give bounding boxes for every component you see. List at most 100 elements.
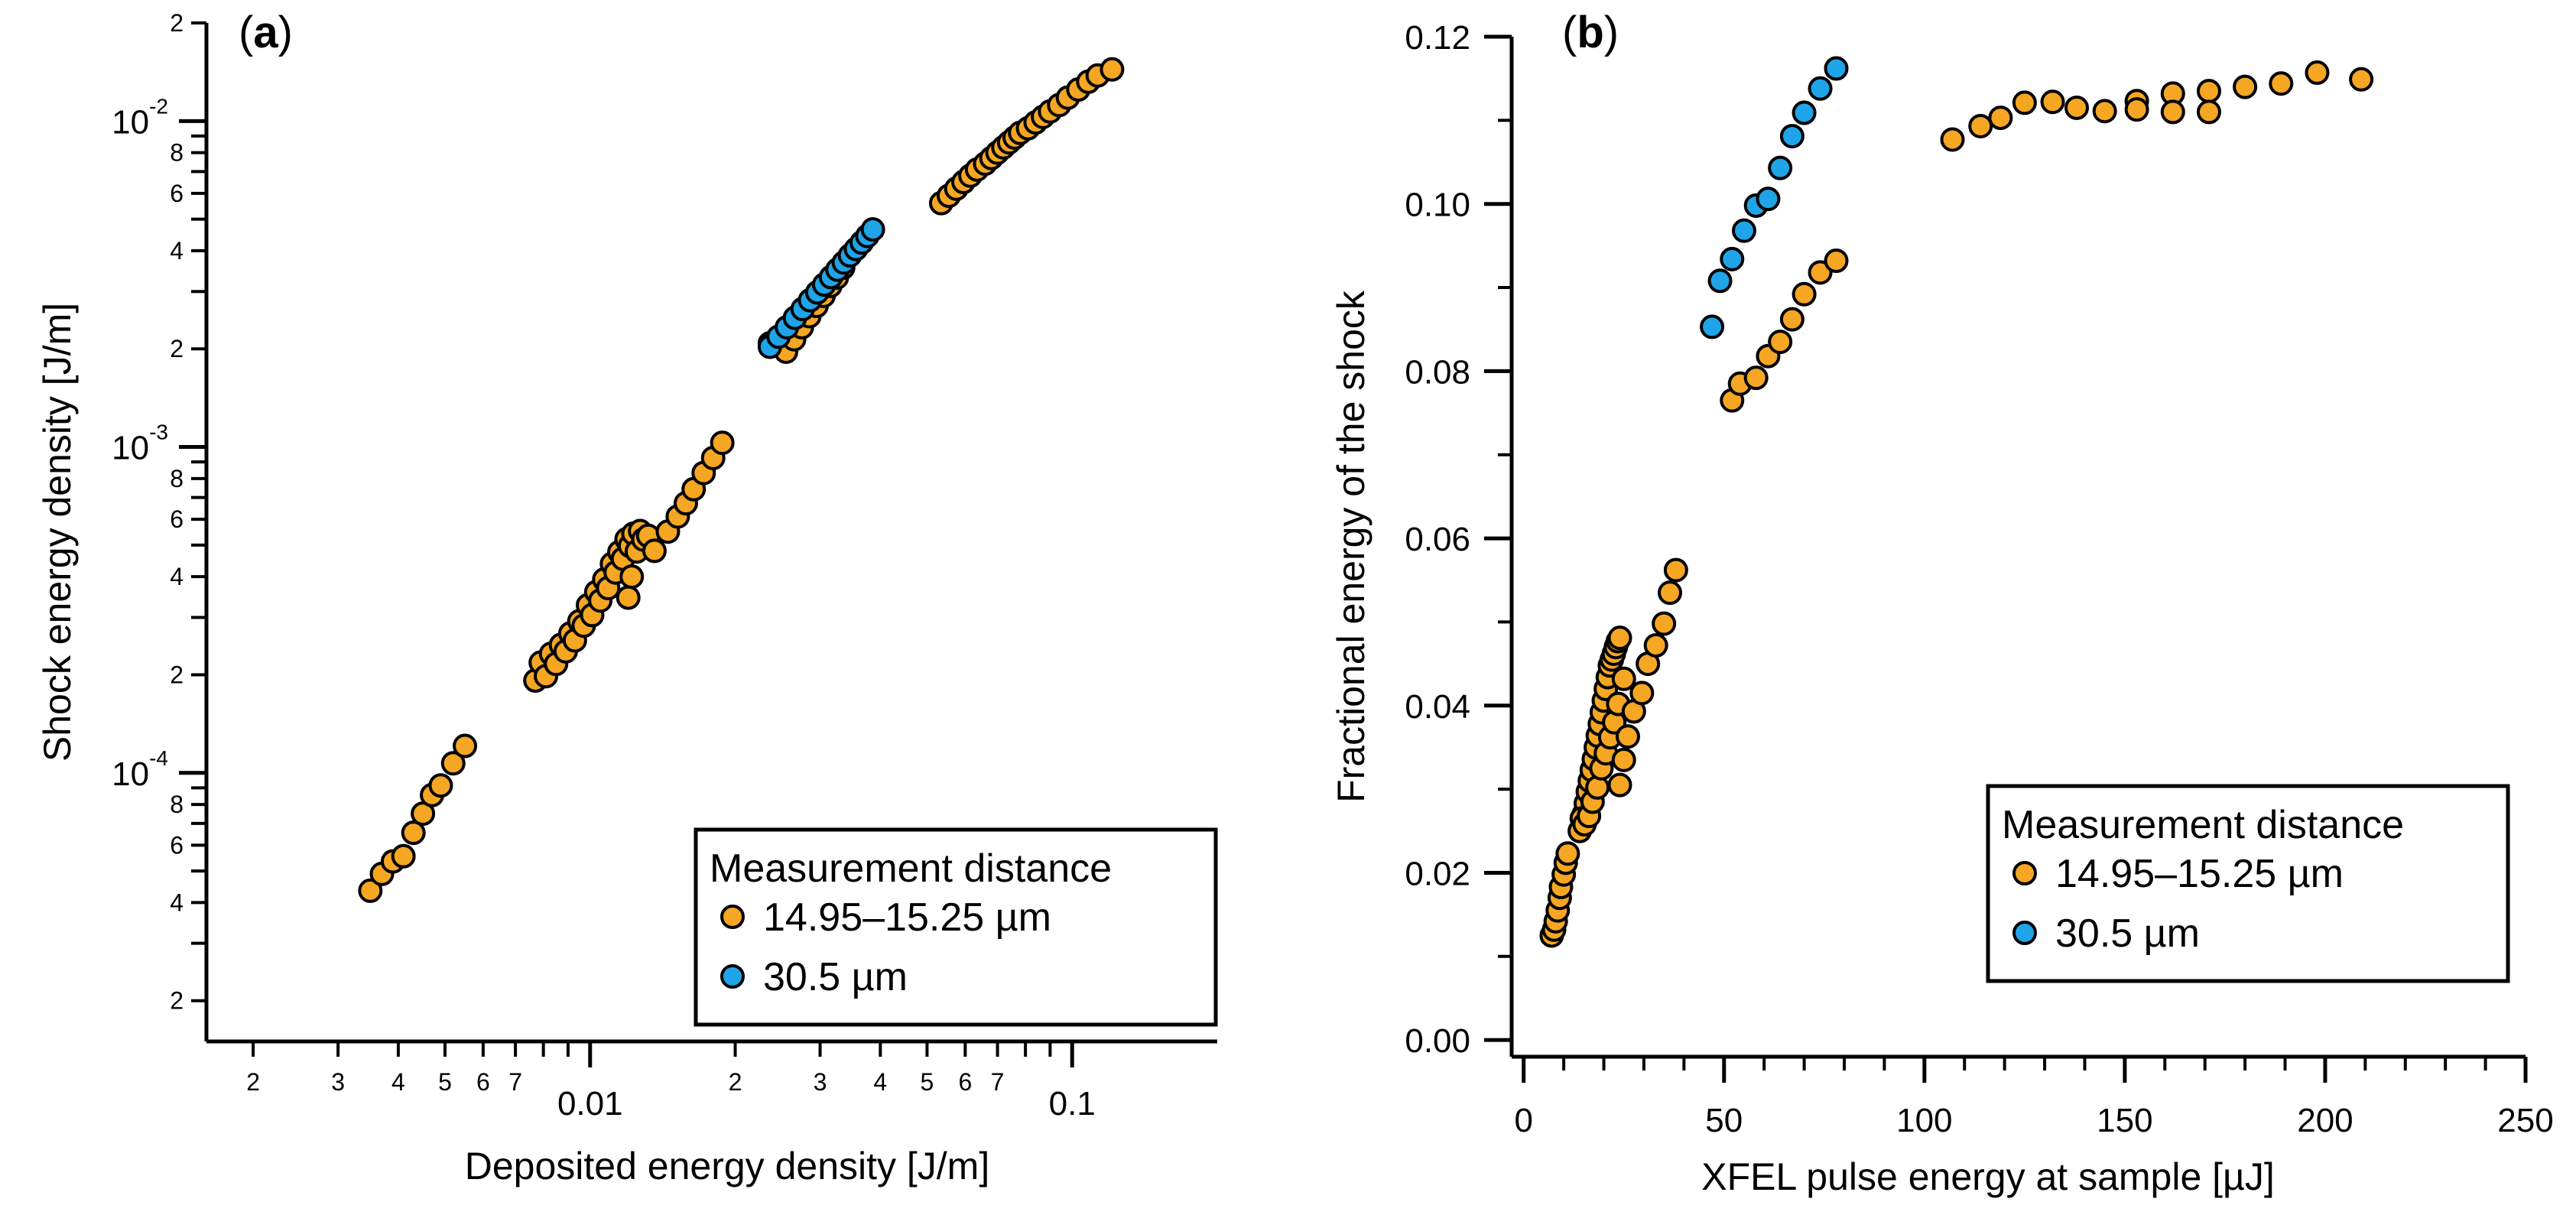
y-axis-title: Shock energy density [J/m] bbox=[36, 303, 79, 762]
data-point bbox=[1756, 187, 1781, 212]
data-point bbox=[1768, 155, 1793, 180]
data-point bbox=[2305, 60, 2330, 86]
data-point bbox=[1658, 580, 1683, 606]
data-point bbox=[391, 843, 416, 869]
data-point bbox=[1643, 633, 1668, 658]
x-minor-tick-label: 3 bbox=[331, 1068, 345, 1096]
data-point bbox=[401, 820, 426, 846]
y-tick-label: 0.02 bbox=[1405, 855, 1470, 892]
data-point bbox=[440, 751, 466, 776]
x-axis-title: XFEL pulse energy at sample [µJ] bbox=[1701, 1155, 2275, 1198]
y-minor-tick-label: 4 bbox=[170, 237, 184, 265]
data-point bbox=[2233, 74, 2258, 99]
y-minor-tick-label: 8 bbox=[170, 465, 184, 492]
panel-label: (b) bbox=[1562, 8, 1619, 57]
y-minor-tick-label: 4 bbox=[170, 889, 184, 916]
data-point bbox=[1629, 681, 1655, 706]
legend-marker bbox=[2012, 861, 2037, 885]
x-minor-tick-label: 7 bbox=[508, 1068, 522, 1096]
data-point bbox=[2196, 99, 2221, 125]
data-point bbox=[1808, 260, 1833, 285]
data-point bbox=[1988, 106, 2013, 131]
x-tick-label: 200 bbox=[2297, 1102, 2353, 1139]
y-tick-label: 0.08 bbox=[1405, 353, 1470, 391]
data-point bbox=[1607, 772, 1632, 798]
data-point bbox=[1731, 218, 1756, 243]
x-tick-label: 0.1 bbox=[1049, 1085, 1096, 1122]
x-tick-label: 100 bbox=[1896, 1102, 1952, 1139]
data-point bbox=[860, 217, 885, 242]
x-minor-tick-label: 6 bbox=[476, 1068, 490, 1096]
legend-entry: 30.5 µm bbox=[763, 955, 908, 999]
data-point bbox=[1611, 666, 1636, 691]
x-minor-tick-label: 3 bbox=[814, 1068, 827, 1096]
data-point bbox=[1652, 611, 1677, 636]
data-point bbox=[2064, 95, 2089, 120]
y-minor-tick-label: 6 bbox=[170, 505, 184, 533]
y-tick-label: 10-4 bbox=[112, 746, 168, 793]
panel-label: (a) bbox=[239, 8, 293, 57]
y-tick-label: 0.06 bbox=[1405, 521, 1470, 558]
data-point bbox=[1607, 625, 1632, 651]
data-point bbox=[1615, 724, 1640, 749]
data-point bbox=[1700, 314, 1725, 339]
y-minor-tick-label: 2 bbox=[170, 661, 184, 688]
x-tick-label: 0.01 bbox=[557, 1085, 623, 1122]
x-tick-label: 0 bbox=[1514, 1102, 1532, 1139]
x-minor-tick-label: 4 bbox=[391, 1068, 405, 1096]
x-minor-tick-label: 4 bbox=[873, 1068, 887, 1096]
data-point bbox=[1779, 124, 1804, 149]
legend-marker bbox=[2012, 921, 2037, 945]
data-point bbox=[2040, 89, 2065, 115]
data-point bbox=[1720, 246, 1745, 271]
data-point bbox=[453, 733, 478, 759]
legend-title: Measurement distance bbox=[710, 846, 1112, 891]
data-point bbox=[710, 430, 735, 456]
data-point bbox=[1968, 113, 1993, 138]
data-point bbox=[2012, 90, 2037, 115]
legend-marker bbox=[720, 905, 745, 929]
legend-entry: 14.95–15.25 µm bbox=[763, 895, 1051, 940]
data-point bbox=[1100, 57, 1125, 82]
x-tick-label: 50 bbox=[1705, 1102, 1743, 1139]
y-tick-label: 0.00 bbox=[1405, 1022, 1470, 1060]
legend-entry: 14.95–15.25 µm bbox=[2055, 852, 2344, 896]
x-minor-tick-label: 2 bbox=[246, 1068, 260, 1096]
y-tick-label: 0.10 bbox=[1405, 187, 1470, 224]
y-tick-label: 0.12 bbox=[1405, 19, 1470, 57]
data-point bbox=[1792, 100, 1817, 125]
legend-title: Measurement distance bbox=[2002, 803, 2404, 847]
data-point bbox=[2349, 67, 2374, 92]
data-point bbox=[1611, 747, 1636, 772]
data-point bbox=[1768, 330, 1793, 355]
legend-box bbox=[694, 827, 1218, 1027]
y-minor-tick-label: 4 bbox=[170, 563, 184, 590]
data-point bbox=[2124, 97, 2149, 122]
data-point bbox=[1555, 841, 1580, 866]
y-minor-tick-label: 8 bbox=[170, 791, 184, 818]
y-minor-tick-label: 8 bbox=[170, 139, 184, 167]
y-axis-title: Fractional energy of the shock bbox=[1330, 290, 1372, 803]
y-minor-tick-label: 6 bbox=[170, 180, 184, 207]
y-tick-label: 10-3 bbox=[112, 421, 168, 467]
y-minor-tick-label: 2 bbox=[170, 987, 184, 1015]
data-point bbox=[2160, 99, 2185, 125]
y-tick-label: 0.04 bbox=[1405, 688, 1470, 726]
y-minor-tick-label: 6 bbox=[170, 831, 184, 859]
data-point bbox=[1585, 775, 1610, 800]
x-tick-label: 150 bbox=[2097, 1102, 2152, 1139]
x-tick-label: 250 bbox=[2497, 1102, 2553, 1139]
data-point bbox=[1808, 76, 1833, 101]
x-minor-tick-label: 5 bbox=[438, 1068, 452, 1096]
data-point bbox=[616, 585, 641, 610]
x-minor-tick-label: 2 bbox=[729, 1068, 742, 1096]
data-point bbox=[2196, 79, 2221, 104]
data-point bbox=[358, 878, 383, 903]
x-axis-title: Deposited energy density [J/m] bbox=[465, 1145, 989, 1187]
data-point bbox=[1940, 127, 1965, 152]
panel-b-chart: 0 50 100 150 200 250 0.00 0.02 0.04 0.06 0.08 0.10 0… bbox=[1330, 8, 2554, 1198]
data-point bbox=[1824, 249, 1849, 274]
data-point bbox=[1779, 307, 1804, 332]
data-point bbox=[2269, 71, 2294, 96]
